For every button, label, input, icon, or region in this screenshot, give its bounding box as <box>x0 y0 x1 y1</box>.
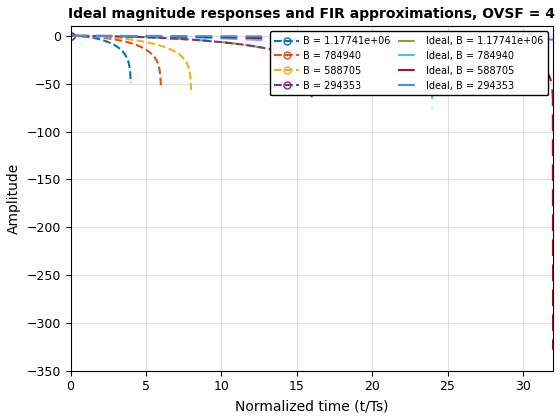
X-axis label: Normalized time (t/Ts): Normalized time (t/Ts) <box>235 399 389 413</box>
Y-axis label: Amplitude: Amplitude <box>7 163 21 234</box>
Legend: B = 1.17741e+06, B = 784940, B = 588705, B = 294353, Ideal, B = 1.17741e+06, Ide: B = 1.17741e+06, B = 784940, B = 588705,… <box>269 31 548 95</box>
Title: Ideal magnitude responses and FIR approximations, OVSF = 4: Ideal magnitude responses and FIR approx… <box>68 7 556 21</box>
